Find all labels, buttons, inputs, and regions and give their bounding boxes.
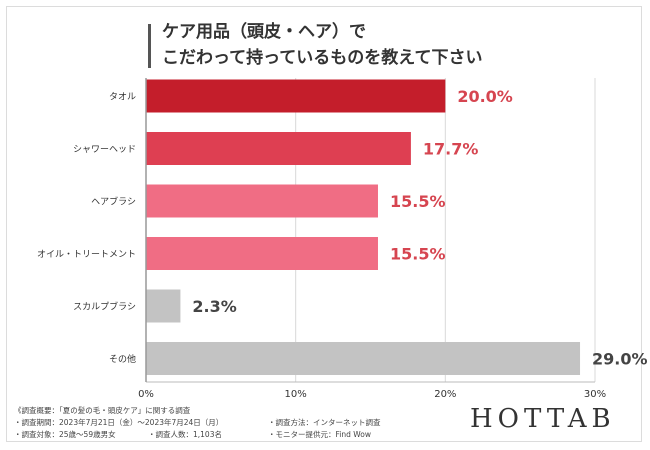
category-label: ヘアブラシ (91, 196, 136, 208)
footnote-survey-name: 《調査概要：「夏の髪の毛・頭皮ケア」に関する調査 (14, 406, 191, 415)
bar (146, 184, 378, 218)
value-label: 17.7% (423, 140, 479, 159)
footnote-count: ・調査人数：1,103名 (148, 430, 222, 439)
chart-title-line-1: ケア用品（頭皮・ヘア）で (162, 22, 366, 42)
bar (146, 132, 411, 165)
category-label: タオル (109, 92, 136, 103)
value-label: 20.0% (457, 87, 513, 106)
category-label: スカルプブラシ (73, 301, 136, 313)
x-tick-label: 20% (434, 389, 456, 400)
chart-title-line-2: こだわって持っているものを教えて下さい (162, 48, 483, 68)
value-label: 15.5% (390, 192, 446, 211)
footnote-provider: ・モニター提供元：Find Wow (268, 430, 371, 439)
x-tick-label: 10% (285, 389, 307, 400)
hottab-logo: HOTTAB (470, 404, 616, 434)
footnote-method: ・調査方法：インターネット調査 (268, 418, 381, 427)
value-label: 15.5% (390, 245, 446, 264)
x-tick-label: 0% (138, 389, 154, 400)
chart-title: ケア用品（頭皮・ヘア）で こだわって持っているものを教えて下さい (162, 19, 582, 71)
bar (146, 237, 378, 270)
value-label: 2.3% (192, 297, 236, 316)
category-label: シャワーヘッド (73, 145, 136, 155)
footnote-target: ・調査対象：25歳〜59歳男女 (14, 430, 116, 439)
category-label: その他 (109, 353, 136, 365)
title-accent-bar (148, 24, 151, 68)
footnote-period: ・調査期間：2023年7月21日（金）〜2023年7月24日（月） (14, 418, 224, 427)
category-label: オイル・トリートメント (37, 249, 136, 260)
value-label: 29.0% (592, 350, 648, 369)
bar (146, 342, 581, 375)
bar (146, 79, 446, 113)
x-tick-label: 30% (584, 389, 606, 400)
bar (146, 289, 181, 323)
